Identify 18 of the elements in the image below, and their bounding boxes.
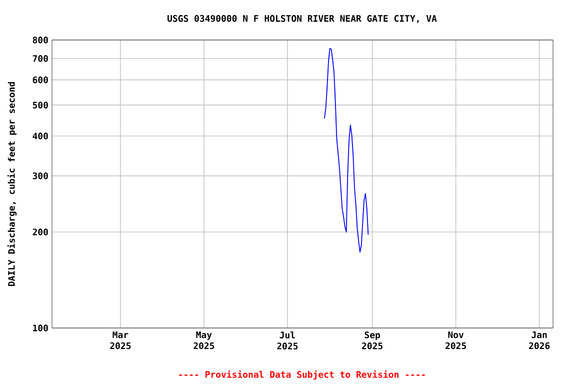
y-tick-label: 300 bbox=[32, 172, 48, 180]
y-tick-label: 600 bbox=[32, 76, 48, 84]
y-tick-label: 400 bbox=[32, 132, 48, 140]
y-tick-label: 700 bbox=[32, 55, 48, 62]
y-tick-label: 800 bbox=[32, 36, 48, 44]
y-tick-label: 200 bbox=[32, 228, 48, 236]
x-tick-label: Nov 2025 bbox=[446, 332, 466, 350]
text: ---- Provisional Data Subject to Revision ---- bbox=[179, 370, 425, 380]
x-tick-label: Mar 2025 bbox=[110, 332, 131, 350]
y-tick-label: 100 bbox=[33, 324, 48, 332]
x-tick-label: May 2025 bbox=[194, 332, 214, 350]
x-tick-label: Jan 2026 bbox=[529, 332, 550, 350]
line-series bbox=[324, 48, 369, 253]
y-axis-title: DAILY Discharge, cubic feet per second bbox=[7, 82, 17, 286]
y-tick-label: 500 bbox=[32, 102, 48, 108]
chart-title: USGS 03490000 N F HOLSTON RIVER NEAR GATE CITY, VA bbox=[168, 15, 437, 23]
x-tick-label: Sep 2025 bbox=[362, 332, 383, 350]
x-tick-label: Jul 2025 bbox=[277, 332, 298, 350]
